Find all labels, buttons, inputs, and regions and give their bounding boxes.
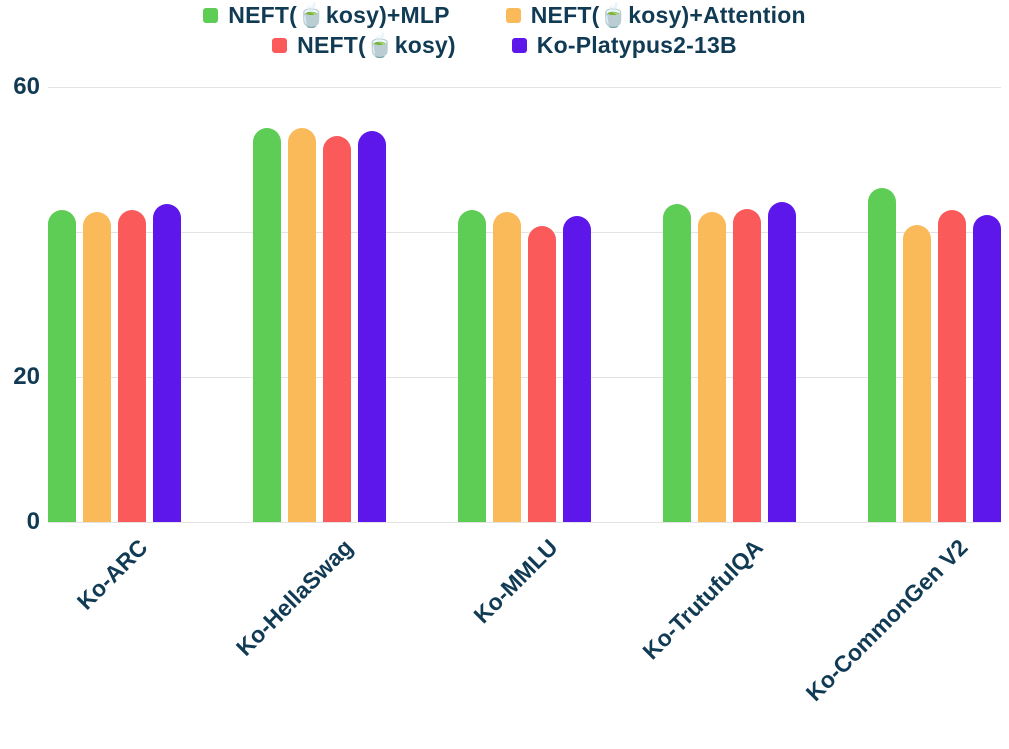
legend-label: NEFT(🍵kosy) bbox=[297, 32, 456, 58]
gridline bbox=[48, 87, 1001, 88]
bar bbox=[698, 211, 726, 522]
bar bbox=[48, 210, 76, 522]
legend-item: NEFT(🍵kosy) bbox=[272, 32, 456, 59]
legend-swatch bbox=[505, 8, 521, 23]
plot-area bbox=[48, 87, 1001, 523]
bar bbox=[973, 214, 1001, 522]
x-axis-label: Ko-CommonGen V2 bbox=[800, 534, 973, 706]
bar bbox=[528, 226, 556, 522]
bar bbox=[253, 128, 281, 522]
gridline bbox=[48, 377, 1001, 378]
bar-group bbox=[253, 87, 386, 522]
legend-swatch bbox=[203, 8, 219, 23]
gridline bbox=[48, 522, 1001, 523]
bar bbox=[458, 210, 486, 522]
bar-group bbox=[458, 87, 591, 522]
bar bbox=[118, 210, 146, 522]
bar-group bbox=[48, 87, 181, 522]
bar-group bbox=[663, 87, 796, 522]
bar bbox=[83, 211, 111, 522]
x-axis-label: Ko-TrutufulQA bbox=[637, 534, 768, 665]
legend-item: Ko-Platypus2-13B bbox=[511, 32, 737, 59]
bar bbox=[493, 212, 521, 522]
legend-swatch bbox=[511, 38, 527, 53]
legend-row: NEFT(🍵kosy) Ko-Platypus2-13B bbox=[272, 32, 737, 59]
legend-item: NEFT(🍵kosy)+Attention bbox=[505, 2, 806, 29]
bar bbox=[903, 225, 931, 522]
bar bbox=[938, 209, 966, 522]
bar-group bbox=[868, 87, 1001, 522]
bar bbox=[663, 204, 691, 522]
legend-label: Ko-Platypus2-13B bbox=[536, 32, 737, 58]
bar bbox=[563, 216, 591, 522]
legend-swatch bbox=[272, 38, 288, 53]
y-axis-label: 0 bbox=[26, 508, 40, 535]
legend-label: NEFT(🍵kosy)+Attention bbox=[530, 2, 806, 28]
bar bbox=[153, 203, 181, 522]
legend-item: NEFT(🍵kosy)+MLP bbox=[203, 2, 450, 29]
x-axis-label: Ko-MMLU bbox=[468, 534, 563, 629]
bar-groups bbox=[48, 87, 1001, 522]
legend-label: NEFT(🍵kosy)+MLP bbox=[228, 2, 450, 28]
gridline bbox=[48, 232, 1001, 233]
bar bbox=[733, 208, 761, 522]
bar bbox=[358, 130, 386, 522]
bar bbox=[323, 135, 351, 522]
legend: NEFT(🍵kosy)+MLP NEFT(🍵kosy)+Attention NEFT… bbox=[0, 2, 1009, 59]
legend-row: NEFT(🍵kosy)+MLP NEFT(🍵kosy)+Attention bbox=[203, 2, 806, 29]
bar bbox=[288, 128, 316, 522]
x-axis-label: Ko-HellaSwag bbox=[231, 534, 358, 661]
y-axis-label: 60 bbox=[13, 73, 40, 100]
x-axis-label: Ko-ARC bbox=[72, 534, 153, 615]
bar bbox=[868, 187, 896, 522]
y-axis-label: 20 bbox=[13, 363, 40, 390]
bar bbox=[768, 202, 796, 522]
